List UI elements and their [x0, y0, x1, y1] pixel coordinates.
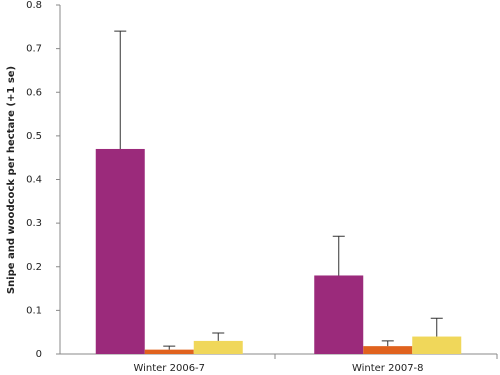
bar	[95, 148, 145, 354]
y-tick-label: 0.6	[26, 87, 42, 98]
bar	[363, 346, 413, 354]
bar	[314, 275, 364, 354]
error-bar	[332, 235, 345, 276]
bar	[144, 349, 194, 354]
y-tick-label: 0.2	[26, 262, 42, 273]
bar	[412, 336, 462, 354]
error-bar	[212, 332, 225, 341]
error-bar	[163, 345, 176, 350]
y-tick-label: 0.7	[26, 44, 42, 55]
error-bar	[430, 317, 443, 337]
error-bar	[381, 340, 394, 347]
y-tick-label: 0.1	[26, 305, 42, 316]
error-bar	[114, 30, 127, 149]
y-tick-label: 0.4	[26, 175, 42, 186]
y-tick-label: 0.8	[26, 0, 42, 11]
y-tick-label: 0.3	[26, 218, 42, 229]
y-tick-label: 0	[36, 349, 42, 360]
y-tick-label: 0.5	[26, 131, 42, 142]
x-tick-label: Winter 2006-7	[133, 363, 205, 374]
x-tick-label: Winter 2007-8	[352, 363, 424, 374]
bar	[193, 340, 243, 354]
y-axis-label: Snipe and woodcock per hectare (+1 se)	[6, 66, 17, 294]
